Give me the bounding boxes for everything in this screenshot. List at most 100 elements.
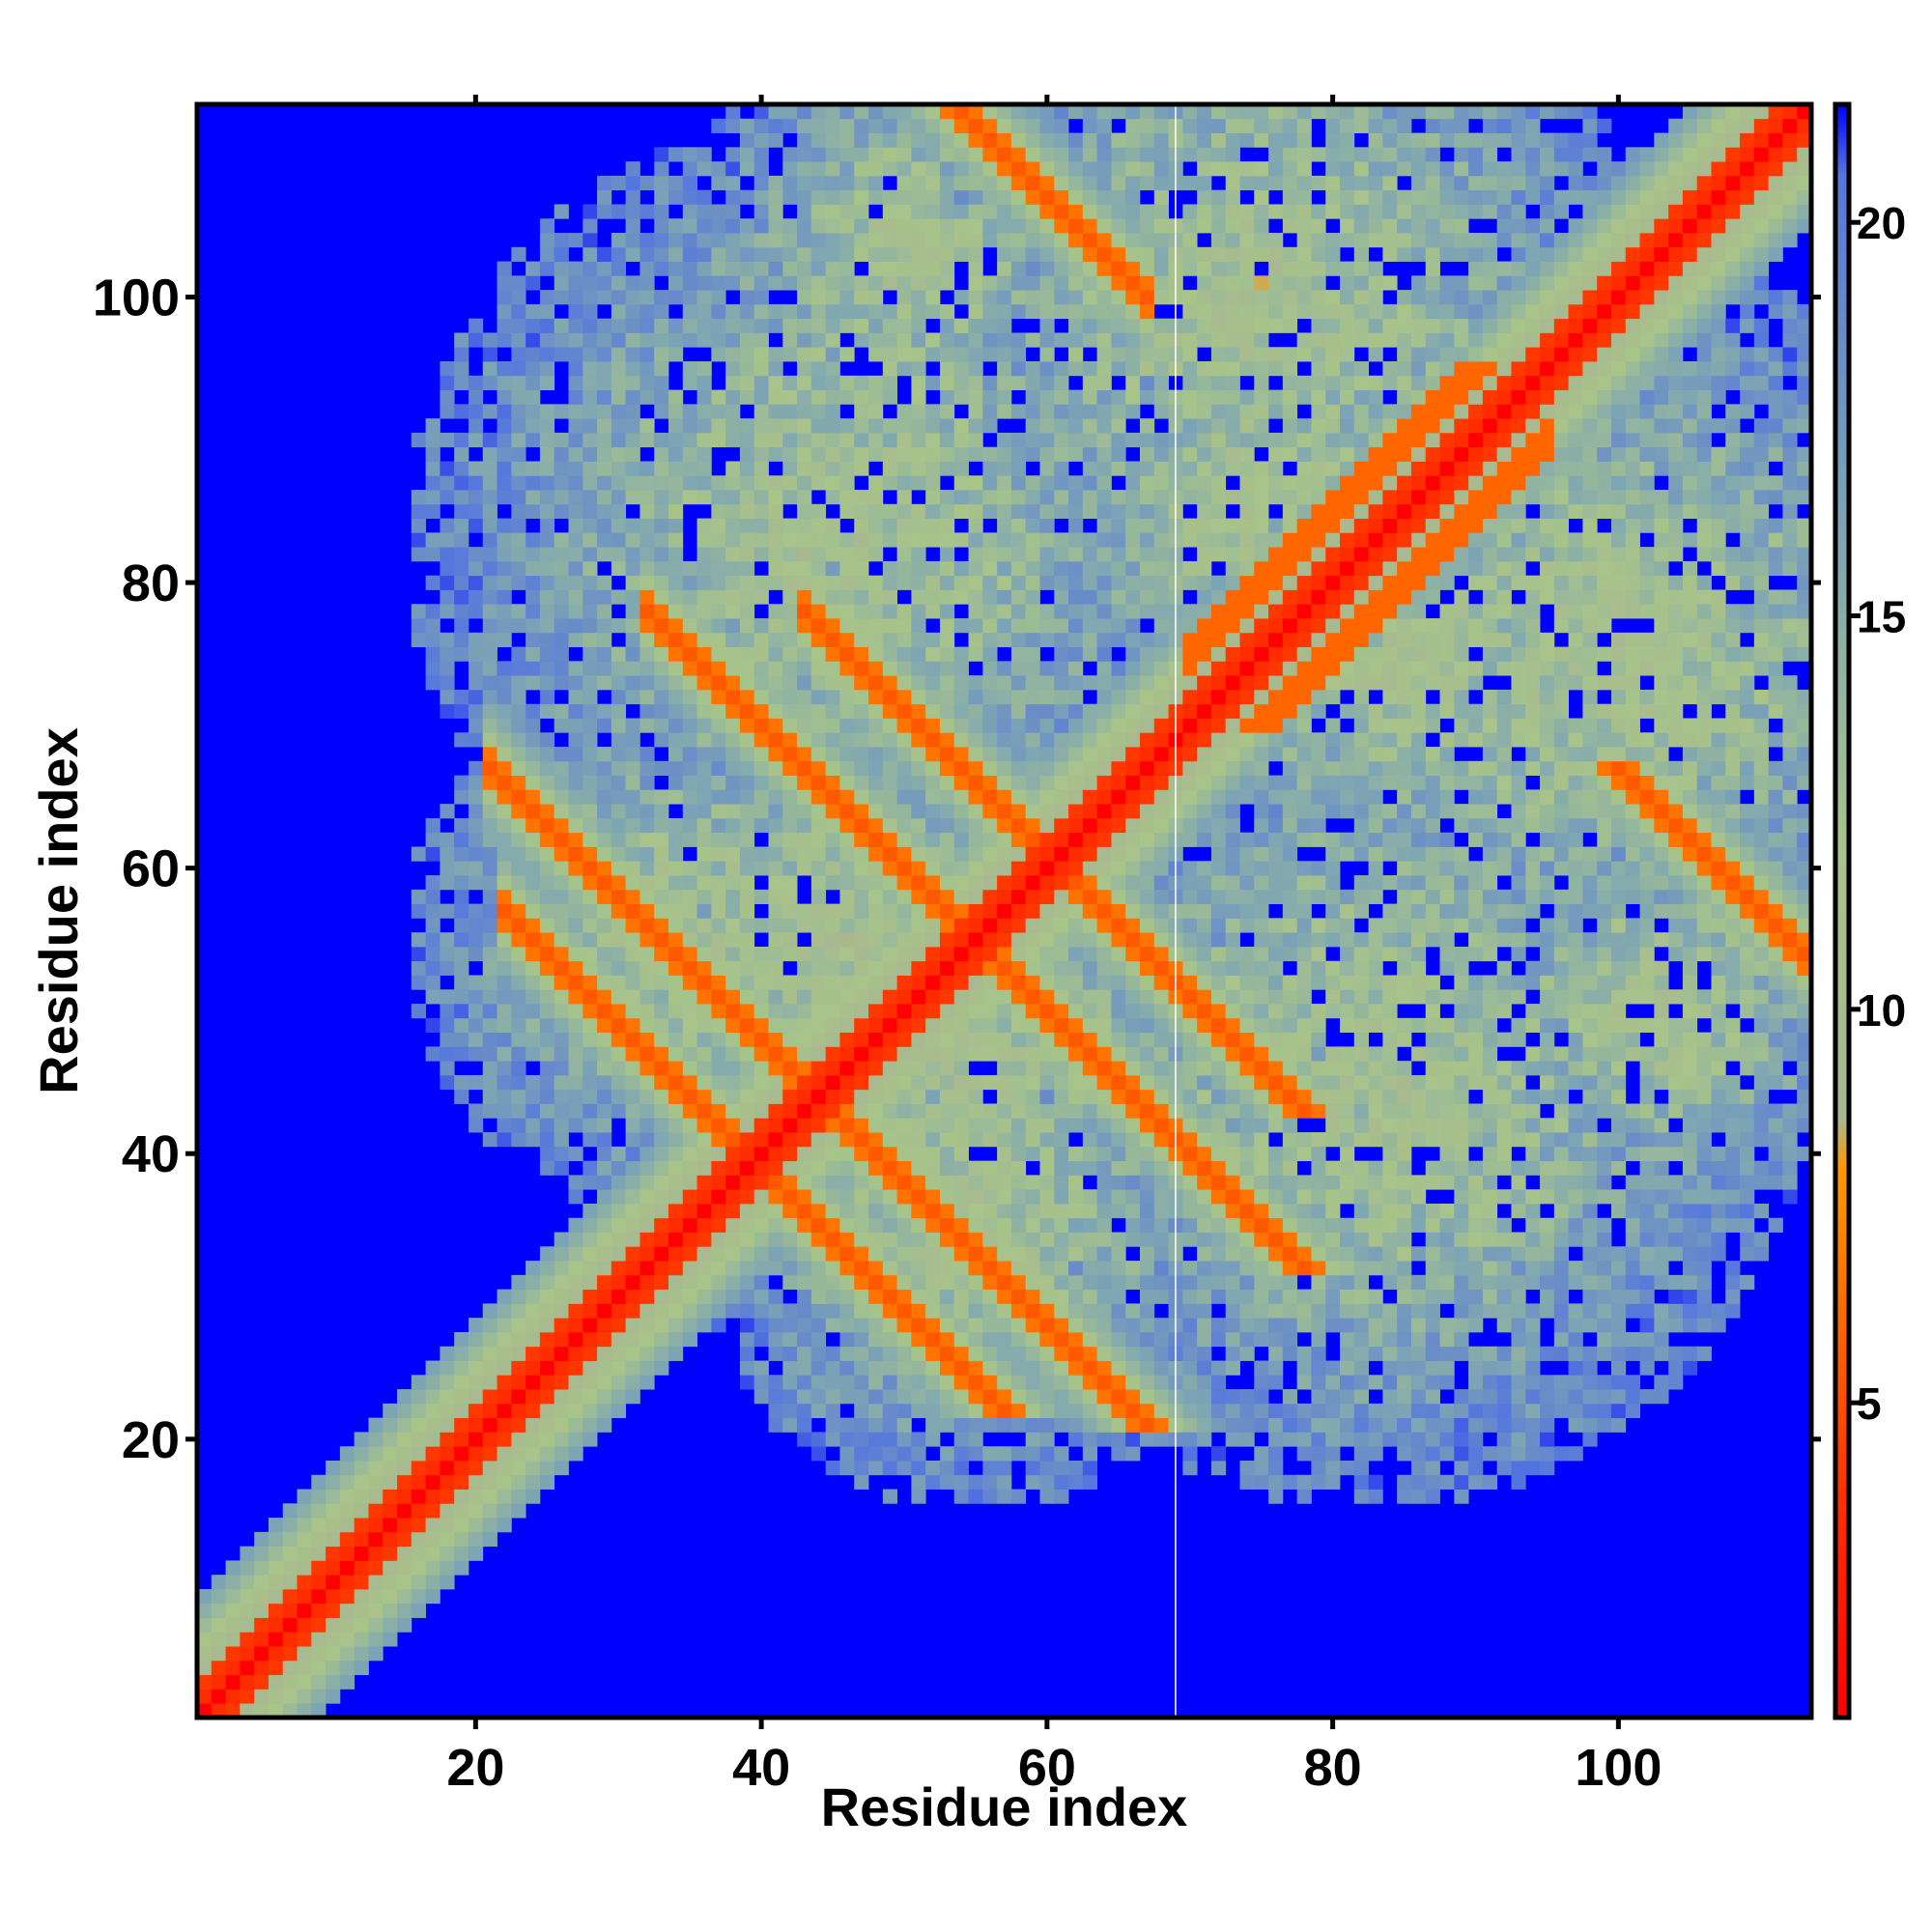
heatmap-cell bbox=[810, 446, 827, 462]
heatmap-cell bbox=[482, 975, 497, 990]
heatmap-cell bbox=[925, 532, 941, 548]
heatmap-cell bbox=[639, 589, 655, 605]
heatmap-cell bbox=[482, 361, 497, 377]
heatmap-cell bbox=[953, 1017, 969, 1034]
heatmap-cell bbox=[625, 889, 640, 905]
heatmap-cell bbox=[297, 1575, 312, 1590]
heatmap-cell bbox=[611, 275, 627, 291]
heatmap-cell bbox=[1039, 675, 1055, 691]
heatmap-cell bbox=[497, 661, 512, 676]
heatmap-cell bbox=[896, 1061, 912, 1076]
heatmap-cell bbox=[497, 1417, 512, 1433]
heatmap-cell bbox=[454, 1474, 469, 1490]
heatmap-cell bbox=[1082, 503, 1098, 519]
heatmap-cell bbox=[468, 1103, 484, 1119]
heatmap-cell bbox=[782, 1375, 798, 1390]
heatmap-cell bbox=[997, 147, 1012, 162]
heatmap-cell bbox=[882, 1346, 897, 1361]
heatmap-cell bbox=[582, 1318, 598, 1333]
heatmap-cell bbox=[839, 1017, 855, 1034]
heatmap-cell bbox=[440, 646, 455, 662]
heatmap-cell bbox=[1096, 817, 1112, 834]
heatmap-cell bbox=[482, 1004, 497, 1019]
heatmap-cell bbox=[882, 560, 897, 577]
heatmap-cell bbox=[383, 1489, 398, 1504]
heatmap-cell bbox=[868, 1289, 884, 1304]
heatmap-cell bbox=[425, 932, 440, 948]
heatmap-cell bbox=[1039, 789, 1055, 805]
heatmap-cell bbox=[511, 646, 526, 662]
heatmap-cell bbox=[1025, 104, 1040, 120]
heatmap-cell bbox=[482, 560, 497, 577]
heatmap-cell bbox=[797, 1318, 812, 1333]
heatmap-cell bbox=[1139, 817, 1155, 834]
heatmap-cell bbox=[968, 560, 983, 577]
heatmap-cell bbox=[868, 290, 884, 305]
heatmap-cell bbox=[839, 175, 855, 191]
heatmap-cell bbox=[782, 518, 798, 533]
heatmap-cell bbox=[882, 147, 897, 162]
heatmap-cell bbox=[768, 233, 783, 248]
heatmap-cell bbox=[896, 903, 912, 919]
heatmap-cell bbox=[1096, 1403, 1112, 1419]
heatmap-cell bbox=[911, 189, 926, 205]
heatmap-cell bbox=[554, 1331, 569, 1348]
heatmap-cell bbox=[639, 332, 655, 348]
heatmap-cell bbox=[911, 632, 926, 647]
heatmap-cell bbox=[468, 332, 484, 348]
heatmap-cell bbox=[711, 1146, 726, 1162]
heatmap-cell bbox=[568, 861, 583, 876]
heatmap-cell bbox=[497, 789, 512, 805]
heatmap-cell bbox=[611, 446, 627, 462]
heatmap-cell bbox=[739, 675, 755, 691]
heatmap-cell bbox=[882, 817, 897, 834]
heatmap-cell bbox=[1068, 1032, 1084, 1047]
heatmap-cell bbox=[568, 661, 583, 676]
heatmap-cell bbox=[425, 661, 440, 676]
heatmap-cell bbox=[582, 861, 598, 876]
heatmap-cell bbox=[1025, 1360, 1040, 1376]
heatmap-cell bbox=[1096, 161, 1112, 177]
heatmap-cell bbox=[582, 732, 598, 748]
heatmap-cell bbox=[1210, 1289, 1227, 1304]
heatmap-cell bbox=[1153, 1032, 1169, 1047]
heatmap-cell bbox=[511, 775, 526, 790]
heatmap-cell bbox=[1096, 1346, 1112, 1361]
heatmap-cell bbox=[568, 604, 583, 619]
heatmap-cell bbox=[725, 632, 741, 647]
heatmap-cell bbox=[554, 960, 569, 976]
heatmap-cell bbox=[797, 1375, 812, 1390]
heatmap-cell bbox=[611, 432, 627, 448]
heatmap-cell bbox=[711, 604, 726, 619]
heatmap-cell bbox=[511, 1503, 526, 1519]
heatmap-cell bbox=[1039, 903, 1055, 919]
heatmap-cell bbox=[739, 446, 755, 462]
heatmap-cell bbox=[925, 861, 941, 876]
heatmap-cell bbox=[411, 503, 426, 519]
heatmap-cell bbox=[953, 804, 969, 819]
heatmap-cell bbox=[753, 817, 769, 834]
heatmap-cell bbox=[1197, 718, 1212, 733]
heatmap-cell bbox=[1068, 903, 1084, 919]
heatmap-cell bbox=[611, 832, 627, 847]
heatmap-cell bbox=[511, 1132, 526, 1148]
heatmap-cell bbox=[911, 675, 926, 691]
heatmap-cell bbox=[539, 1118, 555, 1133]
heatmap-cell bbox=[1039, 175, 1055, 191]
heatmap-cell bbox=[1039, 547, 1055, 562]
heatmap-cell bbox=[1182, 375, 1198, 390]
heatmap-cell bbox=[1096, 1274, 1112, 1291]
heatmap-cell bbox=[868, 1132, 884, 1148]
heatmap-cell bbox=[1210, 1246, 1227, 1262]
heatmap-cell bbox=[868, 261, 884, 276]
heatmap-cell bbox=[896, 604, 912, 619]
heatmap-cell bbox=[882, 632, 897, 647]
heatmap-cell bbox=[682, 903, 697, 919]
heatmap-cell bbox=[1010, 817, 1027, 834]
heatmap-cell bbox=[1039, 817, 1055, 834]
heatmap-cell bbox=[953, 233, 969, 248]
heatmap-cell bbox=[1068, 104, 1084, 120]
heatmap-cell bbox=[1182, 732, 1198, 748]
heatmap-cell bbox=[582, 332, 598, 348]
heatmap-cell bbox=[939, 918, 955, 933]
